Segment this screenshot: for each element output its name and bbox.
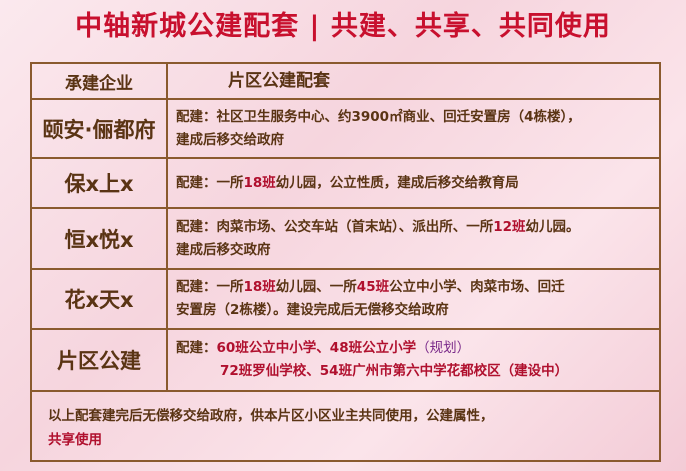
facility-desc: 配建：社区卫生服务中心、约3900㎡商业、回迁安置房（4栋楼）， 建成后移交给政… xyxy=(168,100,659,157)
header-company: 承建企业 xyxy=(32,64,168,98)
desc-text: 幼儿园，公立性质，建成后移交给教育局 xyxy=(275,174,519,191)
header-facilities: 片区公建配套 xyxy=(228,70,330,91)
facility-desc: 配建：一所18班幼儿园，公立性质，建成后移交给教育局 xyxy=(168,159,659,207)
desc-text: 幼儿园。 xyxy=(525,218,580,235)
highlight: 18班 xyxy=(243,174,276,191)
desc-line: 配建：社区卫生服务中心、约3900㎡商业、回迁安置房（4栋楼）， xyxy=(176,108,581,125)
page-title: 中轴新城公建配套 | 共建、共享、共同使用 xyxy=(75,11,611,42)
highlight: 60班 xyxy=(216,340,249,356)
highlight: 18班 xyxy=(243,279,276,295)
desc-line: 72班罗仙学校、54班广州市第六中学花都校区（建设中） xyxy=(220,363,569,379)
table-row: 保x上x 配建：一所18班幼儿园，公立性质，建成后移交给教育局 xyxy=(32,159,659,209)
desc-line: 安置房（2栋楼）。建设完成后无偿移交给政府 xyxy=(176,302,449,318)
table-header: 承建企业 片区公建配套 xyxy=(32,64,659,100)
table-row: 颐安·俪都府 配建：社区卫生服务中心、约3900㎡商业、回迁安置房（4栋楼）， … xyxy=(32,100,659,159)
company-name: 片区公建 xyxy=(32,330,168,390)
facility-desc: 配建：60班公立中小学、48班公立小学（规划） 72班罗仙学校、54班广州市第六… xyxy=(168,330,659,390)
facility-desc: 配建：一所18班幼儿园、一所45班公立中小学、肉菜市场、回迁 安置房（2栋楼）。… xyxy=(168,270,659,328)
desc-line: 建成后移交政府 xyxy=(176,241,271,258)
highlight: 12班 xyxy=(493,218,526,235)
facility-desc: 配建：肉菜市场、公交车站（首末站）、派出所、一所12班幼儿园。 建成后移交政府 xyxy=(168,209,659,268)
highlight: 48班 xyxy=(329,340,363,356)
table-row: 花x天x 配建：一所18班幼儿园、一所45班公立中小学、肉菜市场、回迁 安置房（… xyxy=(32,270,659,330)
company-name: 颐安·俪都府 xyxy=(32,100,168,157)
footer-text: 以上配套建完后无偿移交给政府，供本片区小区业主共同使用，公建属性， xyxy=(48,408,494,424)
company-name: 保x上x xyxy=(32,159,168,207)
status-note: （规划） xyxy=(416,340,471,356)
desc-text: 配建： xyxy=(176,340,217,356)
desc-text: 配建：一所 xyxy=(176,174,244,191)
company-name: 花x天x xyxy=(32,270,168,328)
desc-text: 公立中小学、肉菜市场、回迁 xyxy=(389,279,565,295)
table-row: 恒x悦x 配建：肉菜市场、公交车站（首末站）、派出所、一所12班幼儿园。 建成后… xyxy=(32,209,659,270)
desc-text: 配建：一所 xyxy=(176,279,244,295)
highlight: 公立小学 xyxy=(362,340,417,356)
desc-text: 配建：肉菜市场、公交车站（首末站）、派出所、一所 xyxy=(176,218,494,235)
desc-line: 建成后移交给政府 xyxy=(176,131,284,148)
desc-text: 幼儿园、一所 xyxy=(275,279,357,295)
table-row: 片区公建 配建：60班公立中小学、48班公立小学（规划） 72班罗仙学校、54班… xyxy=(32,330,659,392)
footer-text: 共享使用 xyxy=(48,432,102,448)
highlight: 45班 xyxy=(356,279,390,295)
company-name: 恒x悦x xyxy=(32,209,168,268)
highlight: 公立中小学、 xyxy=(248,340,330,356)
facilities-table: 承建企业 片区公建配套 颐安·俪都府 配建：社区卫生服务中心、约3900㎡商业、… xyxy=(30,62,661,392)
footer-note: 以上配套建完后无偿移交给政府，供本片区小区业主共同使用，公建属性， 共享使用 xyxy=(30,390,661,462)
